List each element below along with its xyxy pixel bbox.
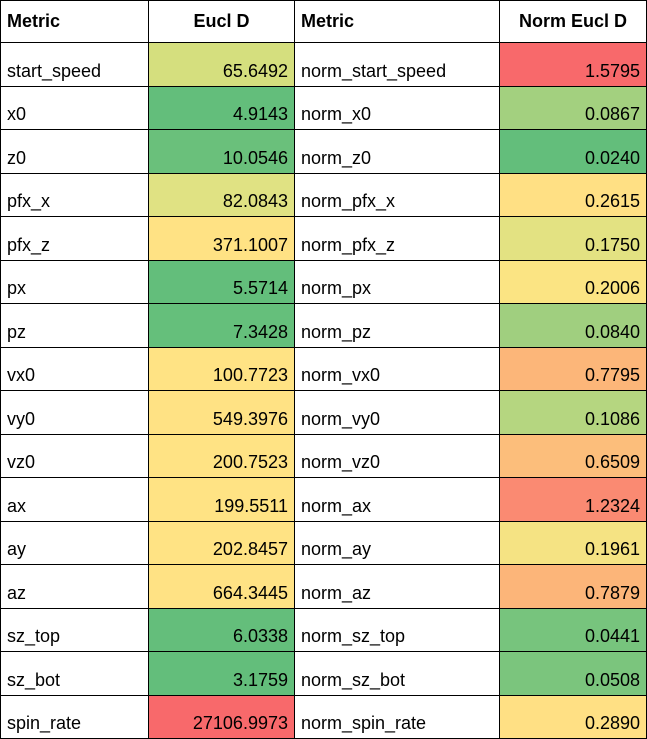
metric-cell: ay xyxy=(0,520,149,565)
eucl-d-cell: 371.1007 xyxy=(148,216,295,261)
eucl-d-cell: 4.9143 xyxy=(148,85,295,130)
norm-eucl-d-cell: 0.7795 xyxy=(499,346,647,391)
metric-cell: vy0 xyxy=(0,390,149,435)
norm-eucl-d-cell: 0.2006 xyxy=(499,259,647,304)
table-row: sz_top 6.0338 norm_sz_top 0.0441 xyxy=(0,607,647,652)
metric-cell: x0 xyxy=(0,85,149,130)
norm-metric-cell: norm_x0 xyxy=(294,85,500,130)
metric-cell: z0 xyxy=(0,129,149,174)
norm-eucl-d-cell: 1.5795 xyxy=(499,42,647,87)
norm-metric-cell: norm_vz0 xyxy=(294,433,500,478)
metric-cell: px xyxy=(0,259,149,304)
header-row: Metric Eucl D Metric Norm Eucl D xyxy=(0,0,647,43)
table-row: az 664.3445 norm_az 0.7879 xyxy=(0,564,647,609)
eucl-d-cell: 200.7523 xyxy=(148,433,295,478)
metric-cell: vz0 xyxy=(0,433,149,478)
norm-metric-cell: norm_px xyxy=(294,259,500,304)
table-row: z0 10.0546 norm_z0 0.0240 xyxy=(0,129,647,174)
table-row: start_speed 65.6492 norm_start_speed 1.5795 xyxy=(0,42,647,87)
metric-cell: pfx_z xyxy=(0,216,149,261)
eucl-d-cell: 3.1759 xyxy=(148,651,295,696)
norm-metric-cell: norm_z0 xyxy=(294,129,500,174)
eucl-d-cell: 199.5511 xyxy=(148,477,295,522)
table-row: ay 202.8457 norm_ay 0.1961 xyxy=(0,520,647,565)
eucl-d-cell: 7.3428 xyxy=(148,303,295,348)
norm-metric-cell: norm_spin_rate xyxy=(294,694,500,739)
norm-metric-cell: norm_start_speed xyxy=(294,42,500,87)
metric-cell: sz_top xyxy=(0,607,149,652)
norm-eucl-d-cell: 0.1086 xyxy=(499,390,647,435)
metric-cell: ax xyxy=(0,477,149,522)
norm-eucl-d-cell: 0.7879 xyxy=(499,564,647,609)
header-metric: Metric xyxy=(0,0,149,43)
eucl-d-cell: 65.6492 xyxy=(148,42,295,87)
table-row: pz 7.3428 norm_pz 0.0840 xyxy=(0,303,647,348)
table-row: x0 4.9143 norm_x0 0.0867 xyxy=(0,85,647,130)
metric-cell: sz_bot xyxy=(0,651,149,696)
norm-eucl-d-cell: 0.1750 xyxy=(499,216,647,261)
metric-cell: pz xyxy=(0,303,149,348)
norm-eucl-d-cell: 1.2324 xyxy=(499,477,647,522)
header-norm-eucl-d: Norm Eucl D xyxy=(499,0,647,43)
table-row: vz0 200.7523 norm_vz0 0.6509 xyxy=(0,433,647,478)
eucl-d-cell: 6.0338 xyxy=(148,607,295,652)
norm-eucl-d-cell: 0.2615 xyxy=(499,172,647,217)
norm-eucl-d-cell: 0.2890 xyxy=(499,694,647,739)
metric-cell: vx0 xyxy=(0,346,149,391)
header-eucl-d: Eucl D xyxy=(148,0,295,43)
table-row: vx0 100.7723 norm_vx0 0.7795 xyxy=(0,346,647,391)
metric-cell: start_speed xyxy=(0,42,149,87)
metric-cell: pfx_x xyxy=(0,172,149,217)
table-row: pfx_x 82.0843 norm_pfx_x 0.2615 xyxy=(0,172,647,217)
table-body: start_speed 65.6492 norm_start_speed 1.5795… xyxy=(0,42,647,739)
norm-metric-cell: norm_az xyxy=(294,564,500,609)
eucl-d-cell: 5.5714 xyxy=(148,259,295,304)
norm-eucl-d-cell: 0.0840 xyxy=(499,303,647,348)
eucl-d-cell: 100.7723 xyxy=(148,346,295,391)
table-row: vy0 549.3976 norm_vy0 0.1086 xyxy=(0,390,647,435)
norm-metric-cell: norm_sz_bot xyxy=(294,651,500,696)
norm-metric-cell: norm_ax xyxy=(294,477,500,522)
norm-eucl-d-cell: 0.0508 xyxy=(499,651,647,696)
metric-cell: spin_rate xyxy=(0,694,149,739)
metric-cell: az xyxy=(0,564,149,609)
norm-metric-cell: norm_pz xyxy=(294,303,500,348)
norm-eucl-d-cell: 0.0240 xyxy=(499,129,647,174)
norm-metric-cell: norm_pfx_x xyxy=(294,172,500,217)
eucl-d-cell: 202.8457 xyxy=(148,520,295,565)
norm-metric-cell: norm_pfx_z xyxy=(294,216,500,261)
table-row: ax 199.5511 norm_ax 1.2324 xyxy=(0,477,647,522)
eucl-d-cell: 27106.9973 xyxy=(148,694,295,739)
norm-metric-cell: norm_ay xyxy=(294,520,500,565)
norm-metric-cell: norm_vy0 xyxy=(294,390,500,435)
norm-metric-cell: norm_sz_top xyxy=(294,607,500,652)
table-row: sz_bot 3.1759 norm_sz_bot 0.0508 xyxy=(0,651,647,696)
norm-eucl-d-cell: 0.0441 xyxy=(499,607,647,652)
eucl-d-cell: 664.3445 xyxy=(148,564,295,609)
eucl-d-cell: 549.3976 xyxy=(148,390,295,435)
table-row: pfx_z 371.1007 norm_pfx_z 0.1750 xyxy=(0,216,647,261)
eucl-d-cell: 82.0843 xyxy=(148,172,295,217)
norm-eucl-d-cell: 0.1961 xyxy=(499,520,647,565)
table-row: spin_rate 27106.9973 norm_spin_rate 0.2890 xyxy=(0,694,647,739)
norm-eucl-d-cell: 0.0867 xyxy=(499,85,647,130)
norm-metric-cell: norm_vx0 xyxy=(294,346,500,391)
table-row: px 5.5714 norm_px 0.2006 xyxy=(0,259,647,304)
header-norm-metric: Metric xyxy=(294,0,500,43)
eucl-d-cell: 10.0546 xyxy=(148,129,295,174)
norm-eucl-d-cell: 0.6509 xyxy=(499,433,647,478)
